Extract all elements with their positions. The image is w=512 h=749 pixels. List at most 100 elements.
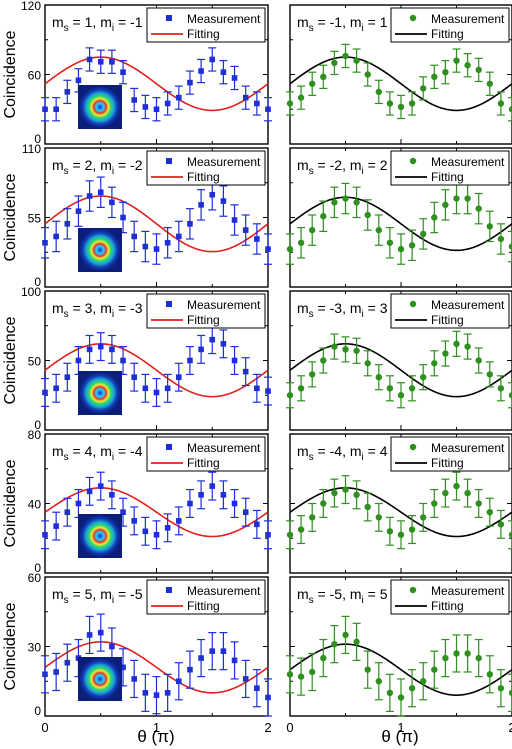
y-tick-label: 55 <box>28 212 42 226</box>
data-point <box>442 489 449 497</box>
data-point <box>97 629 104 636</box>
panel-label: ms = -5, mi = 5 <box>297 586 388 606</box>
data-point <box>442 654 449 662</box>
panel-label: ms = 2, mi = -2 <box>52 157 143 177</box>
data-point <box>508 243 512 250</box>
data-point <box>176 233 182 240</box>
data-point <box>42 671 48 678</box>
data-point <box>342 195 349 202</box>
data-point <box>364 666 371 673</box>
data-point <box>120 664 126 671</box>
data-point <box>242 509 249 515</box>
y-axis-label: Coincidence <box>2 602 19 690</box>
data-point <box>242 227 249 233</box>
data-point <box>486 671 493 678</box>
legend-measurement-label: Measurement <box>187 441 261 455</box>
data-point <box>254 385 260 392</box>
data-point <box>420 85 427 92</box>
data-point <box>164 525 171 531</box>
data-point <box>497 235 505 243</box>
data-point <box>442 350 449 357</box>
data-point <box>42 106 48 113</box>
data-point <box>265 246 271 252</box>
data-point <box>187 357 193 364</box>
data-point <box>254 521 260 528</box>
data-point <box>142 243 149 250</box>
legend-fitting-label: Fitting <box>431 170 464 184</box>
y-tick-label: 120 <box>21 0 41 13</box>
data-point <box>265 106 271 113</box>
legend-measurement-label: Measurement <box>431 12 505 26</box>
data-point <box>242 94 249 101</box>
y-tick-label: 0 <box>34 132 41 146</box>
data-point <box>397 694 405 701</box>
x-tick-label: 2 <box>508 720 512 735</box>
data-point <box>386 689 394 697</box>
data-point <box>120 509 126 515</box>
data-point <box>431 73 438 81</box>
legend-box <box>146 293 266 329</box>
data-point <box>42 531 48 538</box>
data-point <box>97 189 104 196</box>
data-point <box>375 514 382 521</box>
data-point <box>331 343 338 350</box>
legend-box <box>390 579 510 615</box>
data-point <box>231 357 238 364</box>
data-point <box>75 208 82 214</box>
x-axis-label-right: θ (π) <box>381 727 418 746</box>
data-point <box>176 374 182 380</box>
data-point <box>286 392 294 399</box>
data-point <box>375 88 382 96</box>
data-point <box>420 230 427 238</box>
legend-fitting-label: Fitting <box>187 599 220 613</box>
data-point <box>153 692 160 698</box>
data-point <box>198 346 204 353</box>
data-point <box>453 482 460 490</box>
legend-box <box>146 7 266 43</box>
data-point <box>109 643 115 650</box>
data-point <box>453 340 460 348</box>
data-point <box>508 106 512 113</box>
data-point <box>297 94 305 101</box>
data-point <box>254 236 260 242</box>
data-point <box>142 528 149 535</box>
data-point <box>309 668 316 676</box>
data-point <box>42 389 48 396</box>
data-point <box>442 201 449 209</box>
data-point <box>386 385 394 392</box>
legend-marker-icon <box>409 443 417 451</box>
data-point <box>375 226 382 234</box>
data-point <box>453 650 460 657</box>
data-point <box>386 528 394 535</box>
data-point <box>97 483 104 489</box>
y-axis-label: Coincidence <box>2 173 19 261</box>
data-point <box>320 654 327 662</box>
data-point <box>231 75 238 81</box>
data-point <box>209 483 216 489</box>
data-point <box>153 389 160 396</box>
data-point <box>198 68 204 74</box>
data-point <box>453 57 460 64</box>
fit-curve <box>44 487 269 538</box>
data-point <box>331 489 338 497</box>
beam-rings <box>79 372 121 414</box>
y-tick-label: 60 <box>28 69 42 83</box>
x-tick-label: 0 <box>41 720 48 735</box>
data-point <box>375 678 382 685</box>
data-point <box>408 100 416 107</box>
x-tick-label: 0 <box>286 720 293 735</box>
data-point <box>220 69 227 75</box>
data-point <box>320 500 327 507</box>
y-tick-label: 0 <box>34 704 41 718</box>
y-tick-label: 0 <box>34 561 41 575</box>
data-point <box>64 221 71 227</box>
data-point <box>187 666 193 673</box>
data-point <box>220 648 227 654</box>
data-point <box>109 199 115 206</box>
fit-curve <box>44 641 269 694</box>
